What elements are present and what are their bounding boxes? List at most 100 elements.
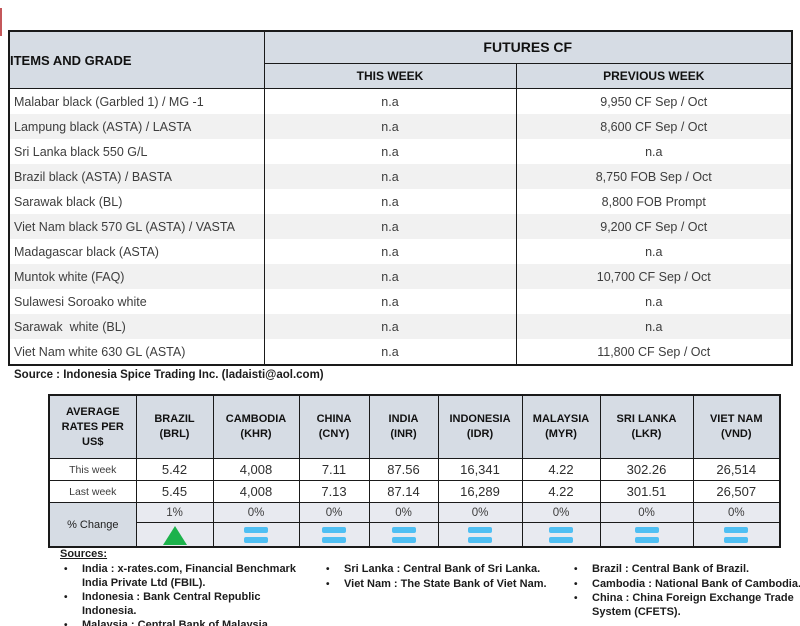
currency-name: VIET NAM xyxy=(709,413,763,425)
currency-header-cambodia: CAMBODIA (KHR) xyxy=(212,394,300,459)
previous-week-cell: n.a xyxy=(515,139,793,164)
table-row: Sri Lanka black 550 G/L n.a n.a xyxy=(9,139,793,164)
rate-cell: 7.11 xyxy=(298,458,370,481)
bullet-icon: • xyxy=(574,564,578,575)
previous-week-cell: n.a xyxy=(515,239,793,264)
source-text: Sri Lanka : Central Bank of Sri Lanka. xyxy=(344,563,541,575)
trend-cell xyxy=(135,522,214,548)
previous-week-cell: 10,700 CF Sep / Oct xyxy=(515,264,793,289)
trend-symbol-row xyxy=(49,522,781,548)
currency-name: INDONESIA xyxy=(449,413,511,425)
currency-header-brazil: BRAZIL (BRL) xyxy=(135,394,214,459)
previous-week-cell: n.a xyxy=(515,289,793,314)
rate-cell: 87.14 xyxy=(368,480,439,503)
currency-code: (INR) xyxy=(390,428,417,440)
this-week-cell: n.a xyxy=(263,314,516,339)
rate-cell: 5.45 xyxy=(135,480,214,503)
rate-cell: 16,341 xyxy=(437,458,523,481)
item-cell: Sarawak black (BL) xyxy=(14,194,123,209)
this-week-cell: n.a xyxy=(263,164,516,189)
rate-cell: 5.42 xyxy=(135,458,214,481)
this-week-header: THIS WEEK xyxy=(263,63,516,90)
item-cell: Lampung black (ASTA) / LASTA xyxy=(9,114,264,139)
pct-cell: 0% xyxy=(437,502,523,523)
bullet-icon: • xyxy=(64,592,68,603)
previous-week-cell: 9,200 CF Sep / Oct xyxy=(515,214,793,239)
sources-columns: • India : x-rates.com, Financial Benchma… xyxy=(58,563,800,626)
this-week-cell: n.a xyxy=(263,88,516,114)
currency-code: (LKR) xyxy=(631,428,662,440)
trend-cell xyxy=(599,522,694,548)
previous-week-header: PREVIOUS WEEK xyxy=(515,63,793,90)
this-week-cell: n.a xyxy=(263,214,516,239)
bullet-icon: • xyxy=(326,578,330,590)
sources-column-2: • Sri Lanka : Central Bank of Sri Lanka.… xyxy=(320,563,556,626)
pct-cell: 1% xyxy=(135,502,214,523)
source-text: Brazil : Central Bank of Brazil. xyxy=(592,563,750,575)
source-text: China : China Foreign Exchange Trade Sys… xyxy=(592,592,794,618)
currency-header-china: CHINA (CNY) xyxy=(298,394,370,459)
trend-cell xyxy=(298,522,370,548)
table-row: Sulawesi Soroako white n.a n.a xyxy=(9,289,793,314)
currency-code: (BRL) xyxy=(159,428,190,440)
sources-column-3: • Brazil : Central Bank of Brazil. • Cam… xyxy=(568,563,800,626)
trend-equal-icon xyxy=(634,527,659,544)
item-cell: Muntok white (FAQ) xyxy=(9,264,264,289)
this-week-cell: n.a xyxy=(263,289,516,314)
red-cursor-mark xyxy=(0,8,2,36)
row-label: This week xyxy=(48,458,137,481)
sources-column-1: • India : x-rates.com, Financial Benchma… xyxy=(58,563,308,626)
source-text: India : x-rates.com, Financial Benchmark… xyxy=(82,563,296,589)
item-cell: Brazil black (ASTA) / BASTA xyxy=(9,164,264,189)
currency-code: (IDR) xyxy=(466,428,494,440)
bullet-icon: • xyxy=(574,593,578,604)
average-rates-header: AVERAGE RATES PER US$ xyxy=(48,394,137,459)
futures-header-row-2: THIS WEEK PREVIOUS WEEK xyxy=(9,63,793,90)
pct-cell: 0% xyxy=(521,502,601,523)
table-row: Lampung black (ASTA) / LASTA n.a 8,600 C… xyxy=(9,114,793,139)
trend-cell xyxy=(692,522,781,548)
trend-cell xyxy=(368,522,439,548)
currency-header-malaysia: MALAYSIA (MYR) xyxy=(521,394,601,459)
source-text: Cambodia : National Bank of Cambodia. xyxy=(592,577,800,590)
table-row: Malabar black (Garbled 1) / MG -1 n.a 9,… xyxy=(9,88,793,114)
trend-equal-icon xyxy=(468,527,492,544)
currency-name: SRI LANKA xyxy=(616,413,677,425)
bullet-icon: • xyxy=(326,564,330,575)
pct-cell: 0% xyxy=(298,502,370,523)
rate-cell: 16,289 xyxy=(437,480,523,503)
source-text: Viet Nam : The State Bank of Viet Nam. xyxy=(344,577,547,590)
trend-equal-icon xyxy=(391,527,416,544)
item-cell: Viet Nam black 570 GL (ASTA) / VASTA xyxy=(9,214,264,239)
previous-week-cell: 8,800 FOB Prompt xyxy=(515,189,793,214)
source-text: Malaysia : Central Bank of Malaysia. xyxy=(82,619,271,626)
pct-cell: 0% xyxy=(599,502,694,523)
list-item: • Sri Lanka : Central Bank of Sri Lanka. xyxy=(320,563,556,577)
trend-cell xyxy=(521,522,601,548)
list-item: • Brazil : Central Bank of Brazil. xyxy=(568,563,800,577)
previous-week-cell: 9,950 CF Sep / Oct xyxy=(515,88,793,114)
table-row: Sarawak white (BL) n.a n.a xyxy=(9,314,793,339)
currency-name: MALAYSIA xyxy=(532,413,590,425)
currency-name: CAMBODIA xyxy=(225,413,287,425)
this-week-row: This week 5.42 4,008 7.11 87.56 16,341 4… xyxy=(48,458,781,481)
currency-code: (VND) xyxy=(720,428,752,440)
trend-cell xyxy=(437,522,523,548)
currency-header-india: INDIA (INR) xyxy=(368,394,439,459)
pct-change-label: % Change xyxy=(48,502,137,548)
table-row: Muntok white (FAQ) n.a 10,700 CF Sep / O… xyxy=(9,264,793,289)
this-week-cell: n.a xyxy=(263,239,516,264)
previous-week-cell: 11,800 CF Sep / Oct xyxy=(515,339,793,365)
item-cell: Viet Nam white 630 GL (ASTA) xyxy=(14,344,186,359)
sources-section: Sources: • India : x-rates.com, Financia… xyxy=(58,548,800,626)
currency-name: INDIA xyxy=(388,413,419,425)
table-row: Viet Nam white 630 GL (ASTA) n.a 11,800 … xyxy=(9,339,793,365)
currency-header-indonesia: INDONESIA (IDR) xyxy=(437,394,523,459)
trend-equal-icon xyxy=(322,527,346,544)
rate-cell: 4.22 xyxy=(521,458,601,481)
currency-code: (MYR) xyxy=(545,428,577,440)
rates-table: AVERAGE RATES PER US$ BRAZIL (BRL) CAMBO… xyxy=(48,394,781,548)
table-row: Viet Nam black 570 GL (ASTA) / VASTA n.a… xyxy=(9,214,793,239)
rate-cell: 7.13 xyxy=(298,480,370,503)
item-cell: Madagascar black (ASTA) xyxy=(14,244,159,259)
